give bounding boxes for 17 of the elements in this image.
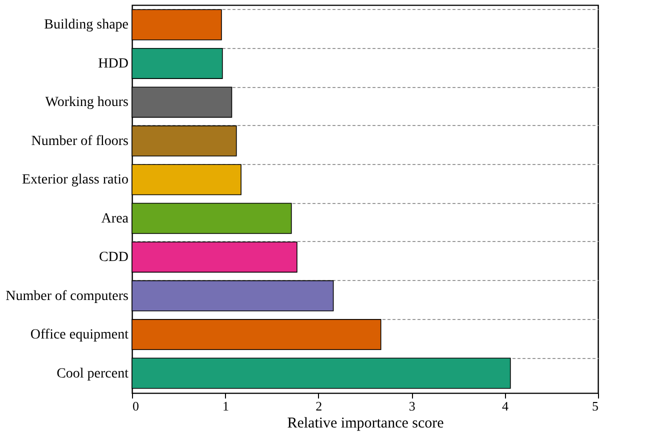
y-tick-label: Exterior glass ratio	[22, 172, 128, 188]
x-tick-label: 4	[502, 398, 510, 414]
y-tick-label: Area	[101, 211, 130, 226]
y-tick-label: Cool percent	[56, 366, 129, 382]
x-tick-label: 2	[316, 398, 322, 414]
y-tick-label: Number of floors	[31, 134, 128, 149]
x-tick-label: 3	[408, 398, 416, 414]
y-tick-label: Office equipment	[30, 328, 129, 343]
y-tick-label: CDD	[98, 250, 128, 266]
y-tick-label: Working hours	[45, 95, 128, 110]
y-tick-label: Number of computers	[6, 288, 128, 304]
x-tick-label: 1	[222, 398, 229, 414]
y-tick-label: HDD	[98, 56, 128, 72]
x-tick-label: 0	[132, 398, 139, 414]
y-tick-label: Building shape	[44, 18, 128, 33]
x-tick-label: 5	[592, 398, 598, 414]
x-axis-title: Relative importance score	[287, 416, 444, 432]
